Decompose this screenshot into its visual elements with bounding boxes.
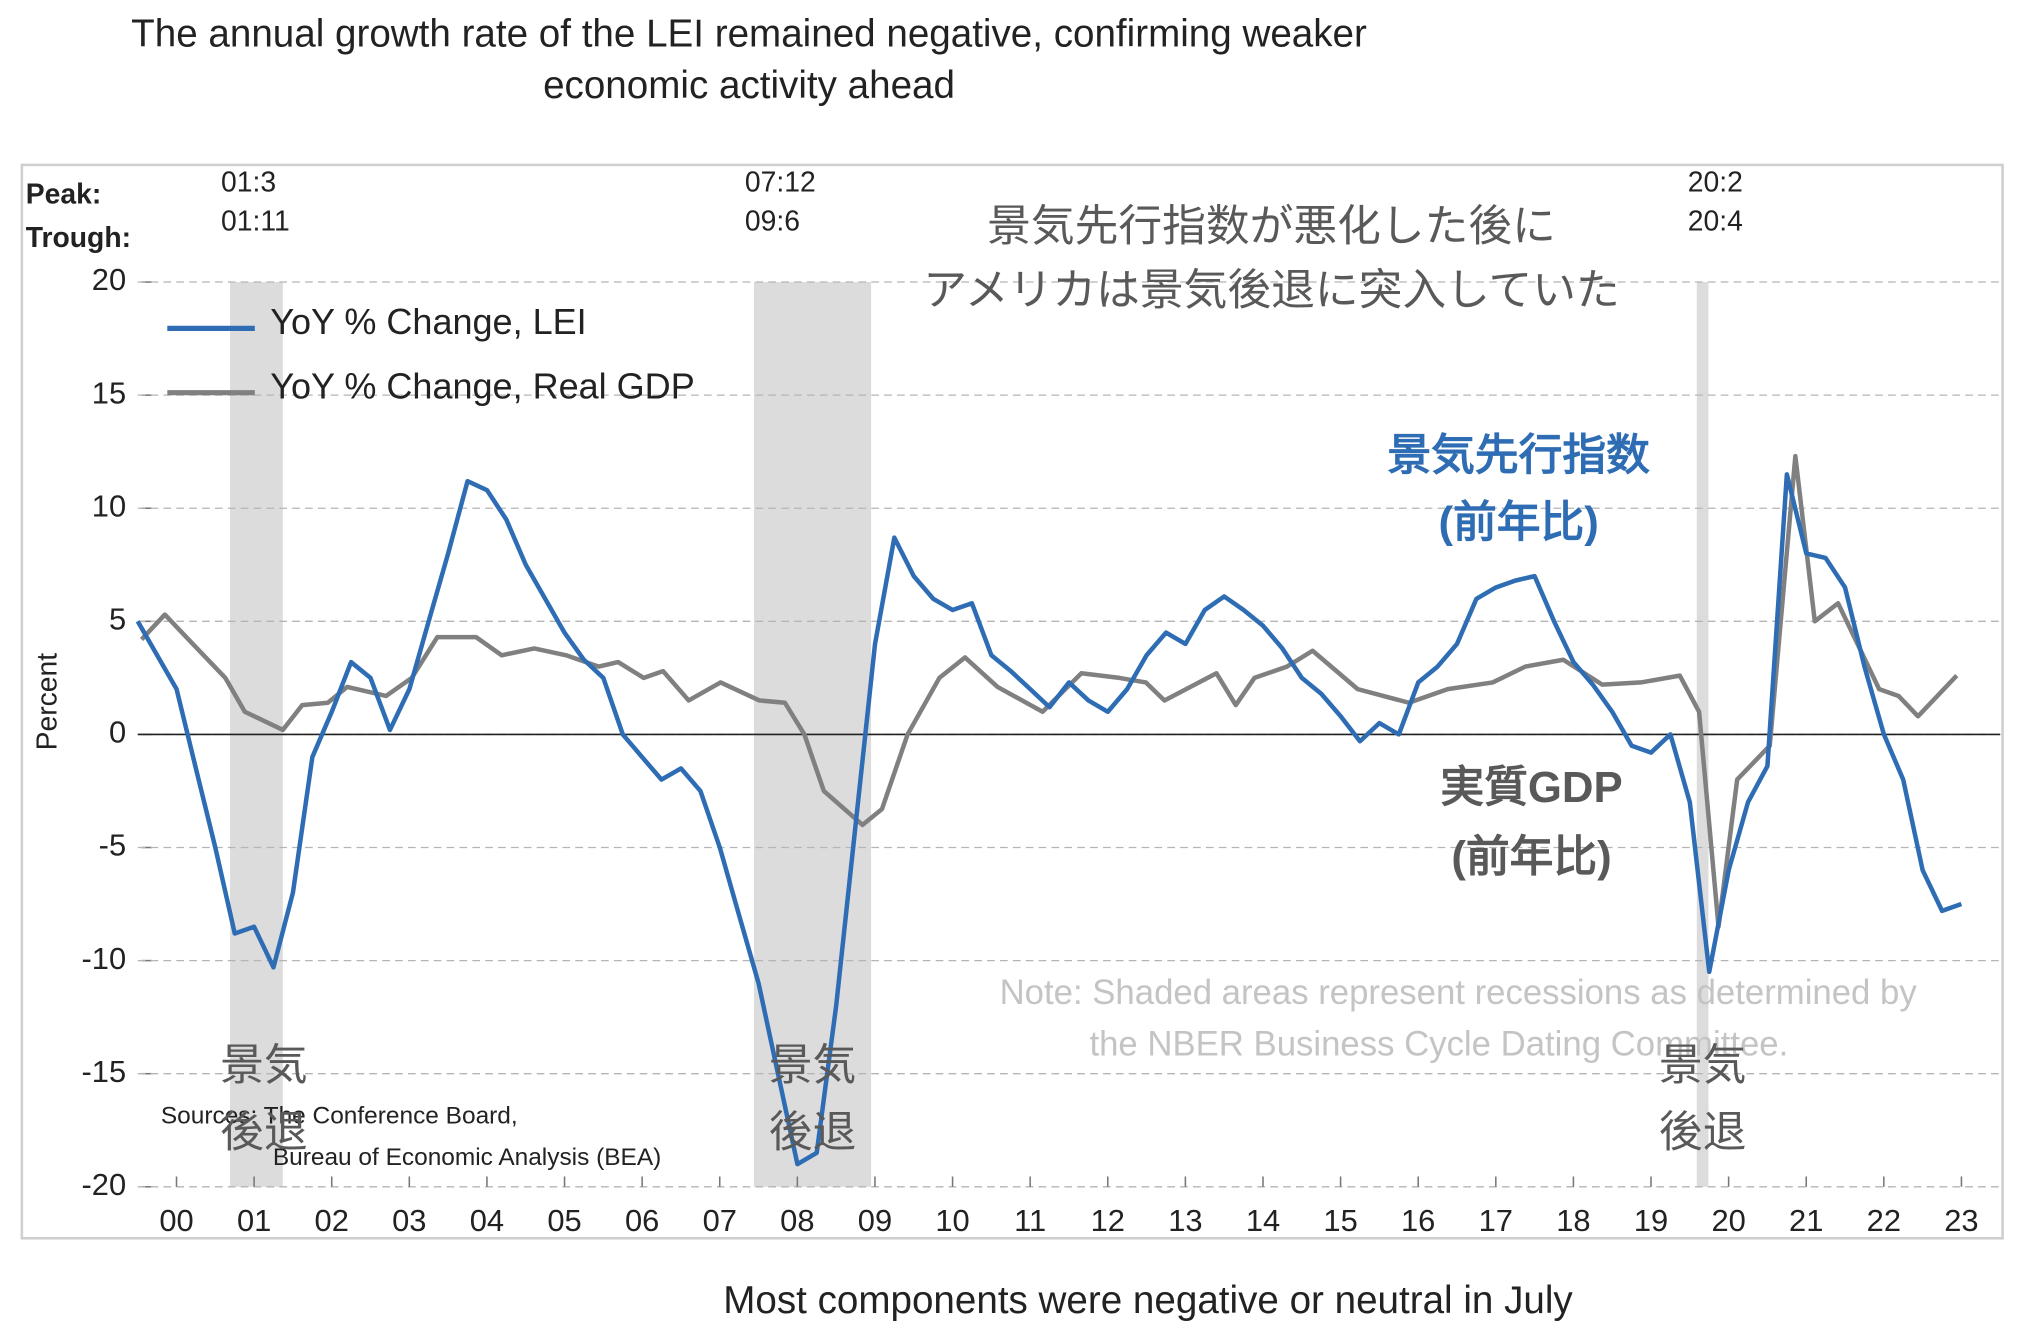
trough-label: Trough: <box>26 221 131 253</box>
recession-label: 後退 <box>220 1108 308 1157</box>
data-line <box>139 453 1959 929</box>
plot-frame <box>20 163 2004 1240</box>
chart-title: economic activity ahead <box>543 64 955 107</box>
caption: Most components were negative or neutral… <box>723 1279 1573 1322</box>
x-tick-label: 06 <box>625 1203 659 1238</box>
legend-label: YoY % Change, LEI <box>270 301 586 342</box>
y-axis-label: Percent <box>30 653 62 751</box>
x-tick-label: 19 <box>1634 1203 1668 1238</box>
recession-label: 景気 <box>220 1041 308 1090</box>
x-tick-label: 07 <box>703 1203 737 1238</box>
note: the NBER Business Cycle Dating Committee… <box>1089 1026 1788 1064</box>
chart-title: The annual growth rate of the LEI remain… <box>131 12 1367 55</box>
heading: 景気先行指数が悪化した後に <box>987 202 1556 251</box>
y-tick-label: -20 <box>82 1167 127 1202</box>
recession-label: 後退 <box>769 1108 857 1157</box>
peak-date: 01:3 <box>221 166 276 198</box>
peak-label: Peak: <box>26 177 102 209</box>
x-tick-label: 01 <box>237 1203 271 1238</box>
trough-date: 09:6 <box>745 204 800 236</box>
heading: アメリカは景気後退に突入していた <box>923 266 1620 315</box>
x-tick-label: 10 <box>935 1203 969 1238</box>
peak-date: 07:12 <box>745 166 816 198</box>
x-tick-label: 22 <box>1867 1203 1901 1238</box>
y-tick-label: 10 <box>92 488 126 523</box>
recession-label: 後退 <box>1659 1108 1747 1157</box>
trough-date: 01:11 <box>221 204 290 236</box>
x-tick-label: 17 <box>1479 1203 1513 1238</box>
y-tick-label: 0 <box>109 715 126 750</box>
recession-label: 景気 <box>769 1041 857 1090</box>
x-tick-label: 23 <box>1944 1203 1978 1238</box>
x-tick-label: 15 <box>1323 1203 1357 1238</box>
x-tick-label: 13 <box>1168 1203 1202 1238</box>
sources: Sources: The Conference Board, <box>161 1103 518 1130</box>
legend-label: YoY % Change, Real GDP <box>270 365 694 406</box>
y-tick-label: 5 <box>109 601 126 636</box>
gdp-annotation: 実質GDP <box>1440 763 1622 812</box>
lei-annotation: (前年比) <box>1438 498 1598 547</box>
recession-label: 景気 <box>1659 1041 1747 1090</box>
x-tick-label: 16 <box>1401 1203 1435 1238</box>
note: Note: Shaded areas represent recessions … <box>1000 974 1918 1012</box>
x-tick-label: 04 <box>470 1203 504 1238</box>
peak-date: 20:2 <box>1688 166 1743 198</box>
sources: Bureau of Economic Analysis (BEA) <box>273 1144 661 1171</box>
y-tick-label: -10 <box>82 941 127 976</box>
x-tick-label: 12 <box>1091 1203 1125 1238</box>
x-tick-label: 09 <box>858 1203 892 1238</box>
data-line <box>135 472 1963 1167</box>
x-tick-label: 11 <box>1014 1203 1046 1238</box>
y-tick-label: 20 <box>92 262 126 297</box>
x-tick-label: 03 <box>392 1203 426 1238</box>
x-tick-label: 21 <box>1789 1203 1823 1238</box>
y-tick-label: 15 <box>92 375 126 410</box>
x-tick-label: 20 <box>1711 1203 1745 1238</box>
x-tick-label: 18 <box>1556 1203 1590 1238</box>
x-tick-label: 14 <box>1246 1203 1280 1238</box>
x-tick-label: 00 <box>159 1203 193 1238</box>
lei-annotation: 景気先行指数 <box>1387 431 1650 480</box>
gdp-annotation: (前年比) <box>1451 832 1611 881</box>
x-tick-label: 05 <box>547 1203 581 1238</box>
y-tick-label: -5 <box>99 828 126 863</box>
x-tick-label: 08 <box>780 1203 814 1238</box>
trough-date: 20:4 <box>1688 204 1743 236</box>
x-tick-label: 02 <box>315 1203 349 1238</box>
y-tick-label: -15 <box>82 1054 127 1089</box>
